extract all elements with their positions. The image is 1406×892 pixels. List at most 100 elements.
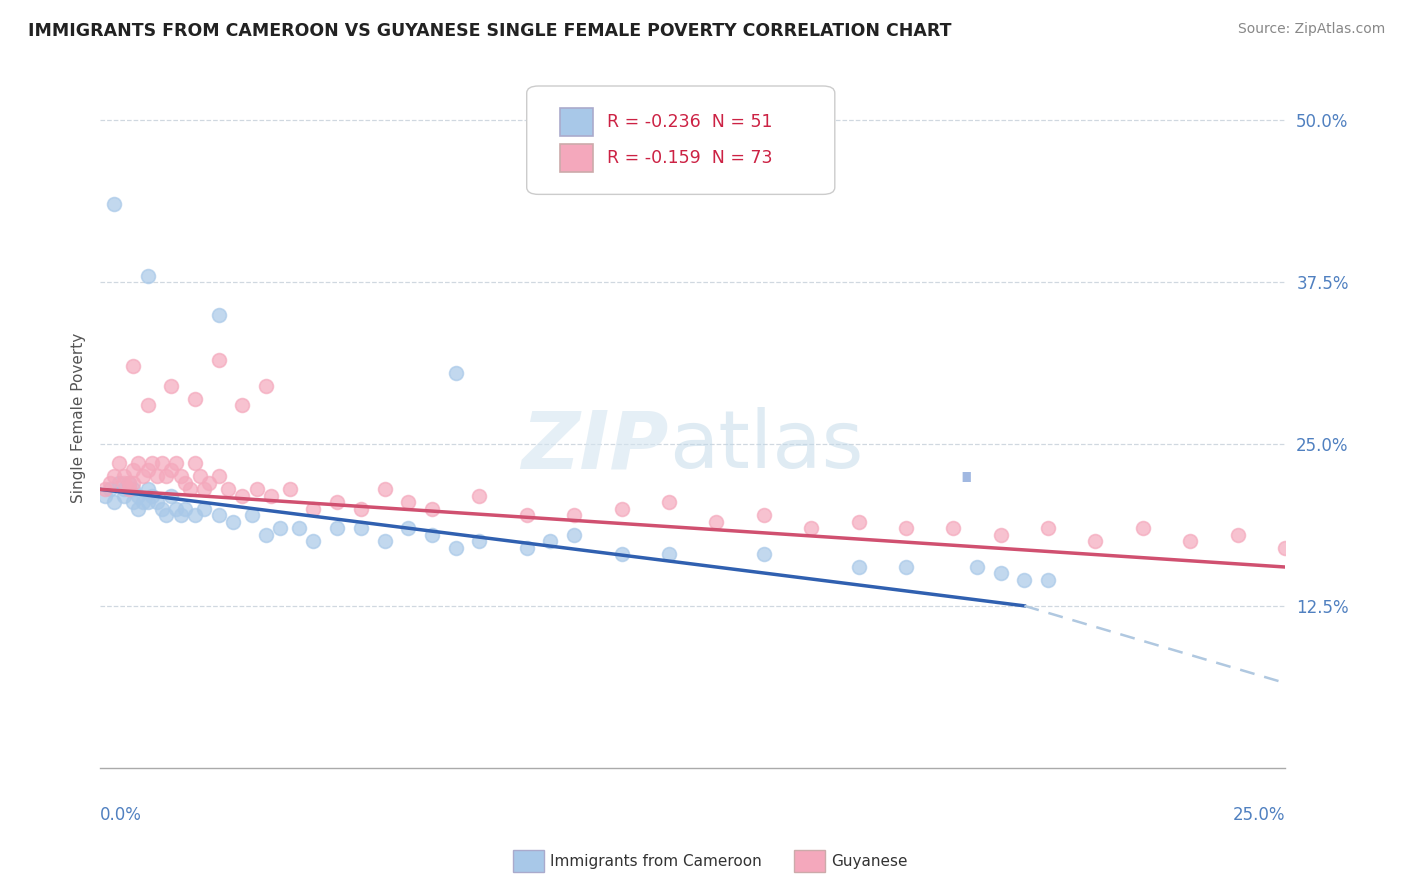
Point [184,392,207,406]
Point [122,483,145,497]
Point [174,501,197,516]
Point [444,541,467,555]
Point [848,515,870,529]
Point [136,463,159,477]
Point [350,521,373,535]
Point [1180,534,1202,549]
Point [165,457,187,471]
Point [155,469,177,483]
Point [94,483,117,497]
Point [122,495,145,509]
Point [610,547,633,561]
Text: Immigrants from Cameroon: Immigrants from Cameroon [550,855,762,869]
Point [160,463,183,477]
Point [468,489,491,503]
Point [373,483,395,497]
Point [141,457,163,471]
Text: 0.0%: 0.0% [100,806,142,824]
Point [752,547,775,561]
Point [108,475,131,490]
Point [122,463,145,477]
Point [141,489,163,503]
Point [160,378,183,392]
Point [1036,521,1059,535]
Point [269,521,291,535]
Text: atlas: atlas [669,407,863,485]
Point [103,197,125,211]
Point [562,527,585,541]
Point [444,366,467,380]
Point [132,495,155,509]
Point [132,469,155,483]
Point [98,475,121,490]
Point [848,560,870,574]
Point [1226,527,1249,541]
Point [174,475,197,490]
Point [150,501,173,516]
Point [136,398,159,412]
Point [1084,534,1107,549]
Point [170,469,193,483]
Text: Source: ZipAtlas.com: Source: ZipAtlas.com [1237,22,1385,37]
Point [127,457,149,471]
Point [800,521,823,535]
Point [98,483,121,497]
Point [127,489,149,503]
Point [117,475,139,490]
Point [610,501,633,516]
Point [231,489,253,503]
Point [245,483,267,497]
Point [193,501,215,516]
FancyBboxPatch shape [560,144,593,172]
Point [146,469,169,483]
Point [207,508,229,523]
Point [562,508,585,523]
Point [222,515,245,529]
Point [326,521,349,535]
Point [184,508,207,523]
Point [217,483,239,497]
Point [704,515,727,529]
Point [894,521,917,535]
Point [260,489,283,503]
Point [146,495,169,509]
Point [396,495,419,509]
Point [516,508,538,523]
Point [752,508,775,523]
Point [184,457,207,471]
Point [231,398,253,412]
Point [127,501,149,516]
Point [117,483,139,497]
Point [1036,573,1059,587]
Point [150,457,173,471]
Point [990,527,1012,541]
Text: R = -0.236  N = 51: R = -0.236 N = 51 [607,113,773,131]
Point [122,359,145,374]
Point [122,475,145,490]
Point [1132,521,1154,535]
Text: IMMIGRANTS FROM CAMEROON VS GUYANESE SINGLE FEMALE POVERTY CORRELATION CHART: IMMIGRANTS FROM CAMEROON VS GUYANESE SIN… [28,22,952,40]
Point [193,483,215,497]
Point [155,508,177,523]
FancyBboxPatch shape [527,86,835,194]
Point [326,495,349,509]
Point [254,527,277,541]
Point [1014,573,1036,587]
Point [373,534,395,549]
Text: R = -0.159  N = 73: R = -0.159 N = 73 [607,149,773,167]
Point [990,566,1012,581]
Point [136,483,159,497]
Point [117,475,139,490]
Point [302,534,325,549]
Point [516,541,538,555]
Point [396,521,419,535]
Point [420,501,443,516]
Point [350,501,373,516]
Point [278,483,301,497]
Point [165,501,187,516]
Point [207,469,229,483]
Point [1274,541,1296,555]
Point [136,268,159,283]
Point [966,560,988,574]
Point [894,560,917,574]
